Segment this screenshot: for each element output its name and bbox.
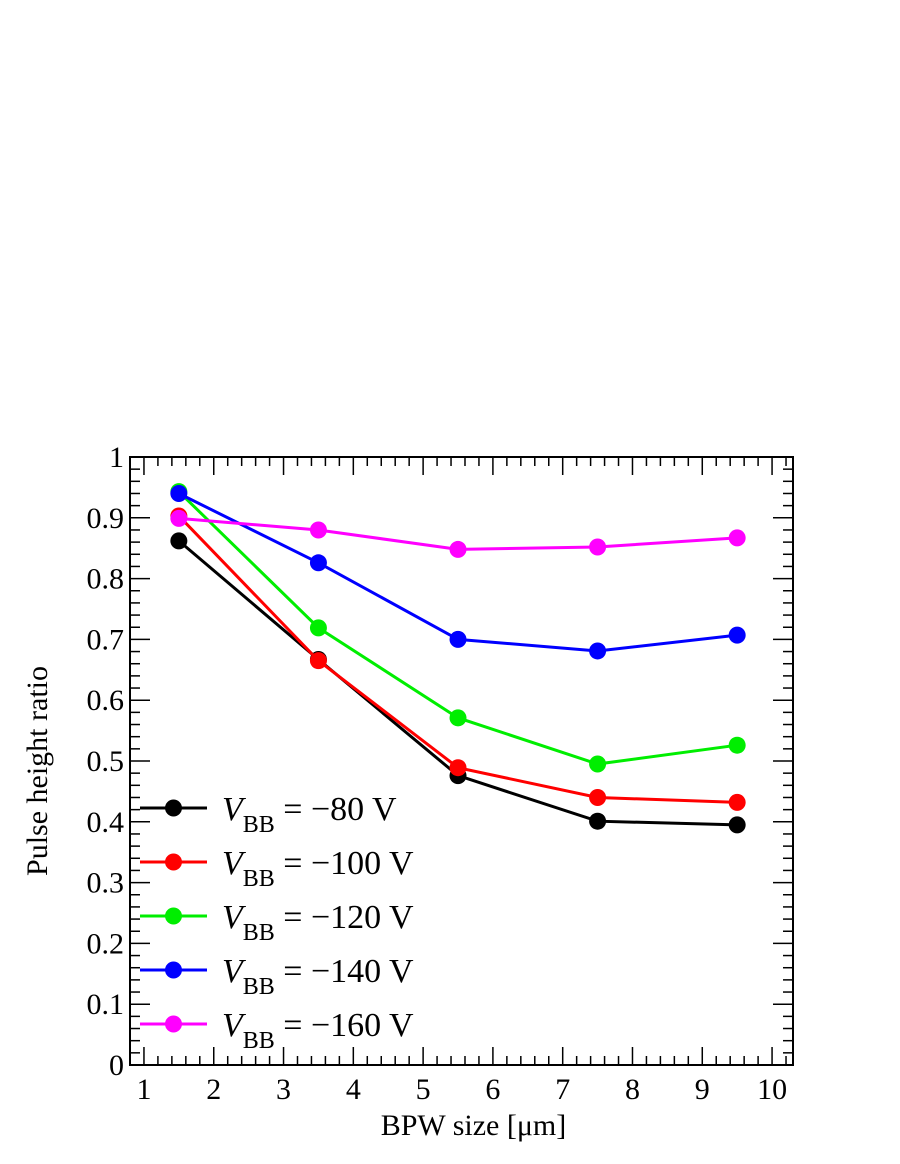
legend-marker <box>165 799 182 817</box>
x-tick-label: 9 <box>695 1073 710 1106</box>
plot-frame <box>129 456 794 1066</box>
legend-label: VBB = −100 V <box>222 845 414 892</box>
data-point <box>589 812 607 830</box>
data-point <box>449 540 467 558</box>
y-tick-label: 0.2 <box>87 927 125 960</box>
series-0 <box>170 532 746 834</box>
legend-item: VBB = −80 V <box>140 791 397 838</box>
legend-label: VBB = −120 V <box>222 899 414 946</box>
x-tick-label: 4 <box>346 1073 361 1106</box>
data-point <box>728 529 746 547</box>
y-axis-title: Pulse height ratio <box>21 666 54 876</box>
legend-marker <box>165 1015 182 1033</box>
y-tick-label: 0.6 <box>87 684 125 717</box>
legend-marker <box>165 961 182 979</box>
y-tick-label: 0.7 <box>87 623 125 656</box>
data-point <box>728 626 746 644</box>
x-tick-label: 3 <box>276 1073 291 1106</box>
tick-layer <box>130 456 793 1066</box>
y-tick-label: 0.5 <box>87 745 125 778</box>
series-4 <box>170 509 746 558</box>
y-tick-label: 1 <box>109 441 124 474</box>
legend-label: VBB = −160 V <box>222 1007 414 1054</box>
y-tick-label: 0.4 <box>87 806 125 839</box>
legend-item: VBB = −160 V <box>140 1007 414 1054</box>
y-tick-label: 0.3 <box>87 867 125 900</box>
y-tick-label: 0.1 <box>87 988 125 1021</box>
legend-item: VBB = −140 V <box>140 953 414 1000</box>
series-layer <box>170 483 746 834</box>
data-point <box>170 484 188 502</box>
tick-label-layer: 1 2 3 4 5 6 7 8 9 10 0 0.1 0.2 0.3 0.4 0.5 0.6 0.7 0.8 0.9 1 <box>87 441 788 1106</box>
legend-marker <box>165 907 182 925</box>
data-point <box>309 652 327 670</box>
data-point <box>449 709 467 727</box>
legend-label: VBB = −80 V <box>222 791 397 838</box>
x-tick-label: 1 <box>136 1073 151 1106</box>
legend: VBB = −80 V VBB = −100 V VBB = −120 V VBB =… <box>140 791 414 1054</box>
series-1 <box>170 507 746 811</box>
x-tick-label: 5 <box>416 1073 431 1106</box>
legend-item: VBB = −120 V <box>140 899 414 946</box>
y-tick-label: 0.8 <box>87 563 125 596</box>
x-tick-label: 8 <box>625 1073 640 1106</box>
data-point <box>589 788 607 806</box>
data-point <box>728 816 746 834</box>
y-tick-label: 0 <box>109 1049 124 1082</box>
y-tick-label: 0.9 <box>87 502 125 535</box>
x-tick-label: 6 <box>485 1073 500 1106</box>
data-point <box>449 630 467 648</box>
data-point <box>449 759 467 777</box>
legend-marker <box>165 853 182 871</box>
data-point <box>309 619 327 637</box>
data-point <box>170 532 188 550</box>
x-tick-label: 2 <box>206 1073 221 1106</box>
x-tick-label: 10 <box>757 1073 787 1106</box>
x-tick-label: 7 <box>555 1073 570 1106</box>
data-point <box>728 736 746 754</box>
data-point <box>309 521 327 539</box>
series-2 <box>170 483 746 773</box>
legend-label: VBB = −140 V <box>222 953 414 1000</box>
data-point <box>728 793 746 811</box>
data-point <box>589 755 607 773</box>
data-point <box>170 509 188 527</box>
series-3 <box>170 484 746 660</box>
legend-item: VBB = −100 V <box>140 845 414 892</box>
data-point <box>589 642 607 660</box>
data-point <box>309 554 327 572</box>
x-axis-title: BPW size [μm] <box>381 1109 567 1142</box>
data-point <box>589 538 607 556</box>
